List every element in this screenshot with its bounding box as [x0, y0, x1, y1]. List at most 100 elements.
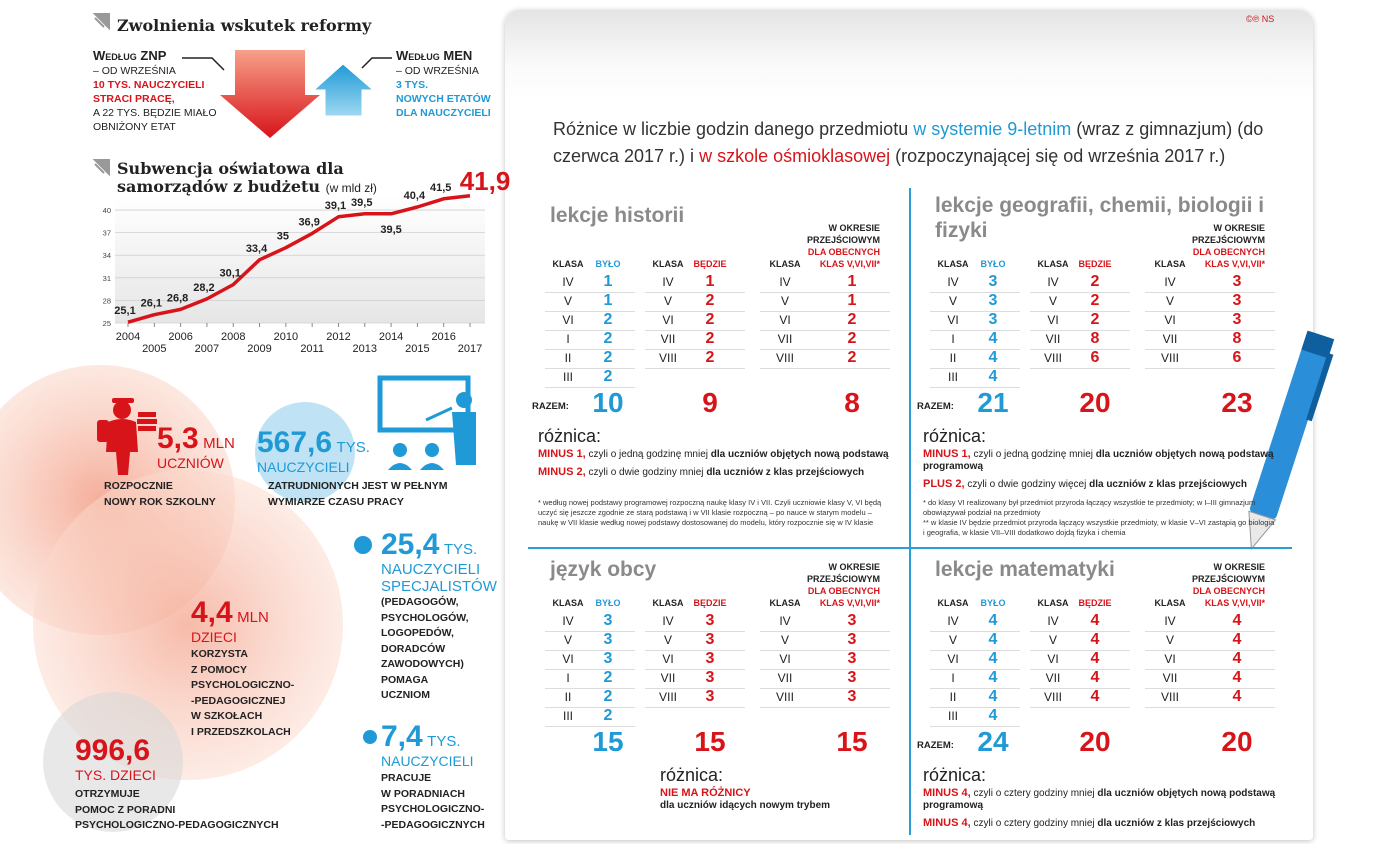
class-label: V: [780, 294, 789, 308]
row-rule: [1145, 349, 1275, 350]
class-label: VII: [1045, 332, 1061, 346]
period-header: DLA OBECNYCH: [1192, 586, 1265, 596]
class-label: VII: [1162, 332, 1178, 346]
period-header: DLA OBECNYCH: [807, 586, 880, 596]
total: 24: [977, 726, 1009, 757]
headline-part: (rozpoczynającej się od września 2017 r.…: [890, 146, 1226, 166]
row-rule: [645, 688, 745, 689]
hours: 4: [1232, 650, 1242, 667]
row-rule: [545, 726, 635, 727]
row-rule: [930, 726, 1020, 727]
row-rule: [760, 349, 890, 350]
class-label: IV: [779, 614, 791, 628]
class-label: V: [780, 633, 789, 647]
value-label: 35: [277, 231, 289, 243]
stat-text: -PEDAGOGICZNYCH: [381, 818, 485, 831]
row-rule: [1030, 292, 1130, 293]
down-arrow: [220, 50, 320, 138]
hours: 2: [603, 368, 613, 385]
text-line: A 22 TYS. BĘDZIE MIAŁO: [93, 107, 217, 119]
hours: 3: [847, 612, 857, 629]
value-label: 41,9: [460, 166, 511, 196]
class-label: I: [951, 332, 955, 346]
hours: 2: [705, 330, 715, 347]
x-tick-label: 2012: [326, 331, 350, 343]
difference-bold: dla uczniów z klas przejściowych: [1089, 479, 1247, 490]
difference-text: czyli o dwie godziny więcej: [967, 479, 1087, 490]
hours: 2: [603, 311, 613, 328]
copyright: ©℗ NS: [1246, 14, 1275, 24]
hours: 1: [603, 292, 613, 309]
headline-part: w szkole ośmioklasowej: [699, 146, 891, 166]
highlight-line: STRACI PRACĘ,: [93, 93, 175, 105]
hours: 3: [705, 650, 715, 667]
class-label: VIII: [658, 351, 677, 365]
class-label: VI: [1047, 652, 1059, 666]
class-label: VII: [660, 671, 676, 685]
hours: 3: [1232, 292, 1242, 309]
hours: 4: [1090, 612, 1100, 629]
period-header: W OKRESIE: [1213, 223, 1265, 233]
total: 20: [1221, 726, 1253, 757]
hours: 3: [705, 669, 715, 686]
stat-text: ZATRUDNIONYCH JEST W PEŁNYM: [268, 480, 448, 492]
row-rule: [930, 669, 1020, 670]
stat-text: POMAGA: [381, 673, 429, 686]
x-tick-label: 2004: [116, 331, 140, 343]
x-tick-label: 2014: [379, 331, 403, 343]
difference: MINUS 1, czyli o jedną godzinę mniej dla…: [923, 448, 1278, 473]
y-tick-label: 34: [103, 251, 111, 260]
value-label: 39,5: [380, 224, 401, 236]
period-header: KLAS V,VI,VII*: [819, 259, 880, 269]
row-rule: [930, 349, 1020, 350]
stat-value: 4,4: [191, 596, 233, 629]
hours: 3: [847, 650, 857, 667]
headline-part: w systemie 9-letnim: [913, 119, 1072, 139]
row-rule: [760, 707, 890, 708]
leader-line: [361, 57, 392, 69]
value-label: 30,1: [220, 268, 241, 280]
hours: 2: [705, 292, 715, 309]
row-rule: [760, 669, 890, 670]
hours: 3: [988, 292, 998, 309]
stat-text: (PEDAGOGÓW,: [381, 596, 459, 608]
stat-text: W SZKOŁACH: [191, 710, 263, 722]
text-line: – OD WRZEŚNIA: [396, 65, 479, 77]
stat-text: PRACUJE: [381, 772, 432, 784]
hours: 4: [988, 368, 998, 385]
class-label: IV: [562, 614, 574, 628]
x-tick-label: 2011: [300, 343, 324, 355]
text-line: – OD WRZEŚNIA: [93, 65, 176, 77]
hours: 3: [988, 273, 998, 290]
row-rule: [1030, 650, 1130, 651]
value-label: 39,1: [325, 200, 346, 212]
total: 9: [702, 387, 718, 418]
difference-bold: dla uczniów z klas przejściowych: [1097, 818, 1256, 829]
row-rule: [760, 650, 890, 651]
hours: 6: [1090, 349, 1100, 366]
row-rule: [1145, 330, 1275, 331]
stat-text: LOGOPEDÓW,: [381, 627, 454, 639]
table-title: lekcje matematyki: [935, 558, 1115, 581]
y-tick-label: 25: [103, 319, 111, 328]
hours: 4: [988, 330, 998, 347]
column-header: KLASA: [552, 598, 584, 608]
column-header: KLASA: [937, 259, 969, 269]
source: Według ZNP: [93, 48, 167, 63]
hours: 4: [988, 707, 998, 724]
class-label: VI: [662, 652, 674, 666]
row-rule: [930, 707, 1020, 708]
stat-unit: TYS.: [427, 733, 461, 750]
row-rule: [1145, 631, 1275, 632]
stat-number: 7,4 TYS.: [381, 720, 461, 754]
difference: NIE MA RÓŻNICY dla uczniów idących nowym …: [660, 787, 1015, 812]
stat-noun: NAUCZYCIELI: [381, 753, 474, 769]
difference-label: różnica:: [538, 426, 602, 446]
row-rule: [1030, 368, 1130, 369]
x-tick-label: 2007: [195, 343, 219, 355]
row-rule: [1030, 631, 1130, 632]
class-label: VIII: [1043, 351, 1062, 365]
row-rule: [930, 330, 1020, 331]
class-label: V: [663, 633, 672, 647]
class-label: IV: [562, 275, 574, 289]
